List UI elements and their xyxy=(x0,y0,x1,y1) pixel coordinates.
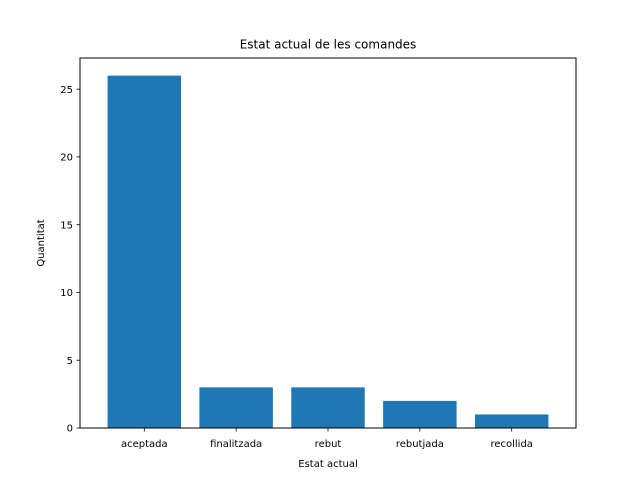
x-tick-label: rebutjada xyxy=(396,439,444,450)
bar-rebutjada xyxy=(383,400,457,428)
x-tick-label: recollida xyxy=(490,439,532,450)
y-tick-label: 25 xyxy=(60,85,73,96)
y-tick-label: 0 xyxy=(67,424,73,435)
y-tick-label: 5 xyxy=(67,356,73,367)
y-tick-label: 20 xyxy=(60,153,73,164)
y-tick-label: 15 xyxy=(60,220,73,231)
bar-finalitzada xyxy=(199,387,273,428)
bars-layer xyxy=(107,75,549,429)
y-tick-label: 10 xyxy=(60,288,73,299)
bar-recollida xyxy=(474,414,549,428)
x-tick-label: finalitzada xyxy=(210,439,262,450)
x-axis-label: Estat actual xyxy=(298,459,357,470)
x-axis-ticks: aceptada finalitzada rebut rebutjada recolli… xyxy=(121,428,533,450)
x-tick-label: rebut xyxy=(315,439,342,450)
bar-aceptada xyxy=(107,75,182,429)
y-axis-ticks: 0 5 10 15 20 25 xyxy=(60,85,80,435)
bar-rebut xyxy=(291,387,365,428)
chart-title: Estat actual de les comandes xyxy=(240,38,417,52)
y-axis-label: Quantitat xyxy=(36,219,47,266)
x-tick-label: aceptada xyxy=(121,439,168,450)
